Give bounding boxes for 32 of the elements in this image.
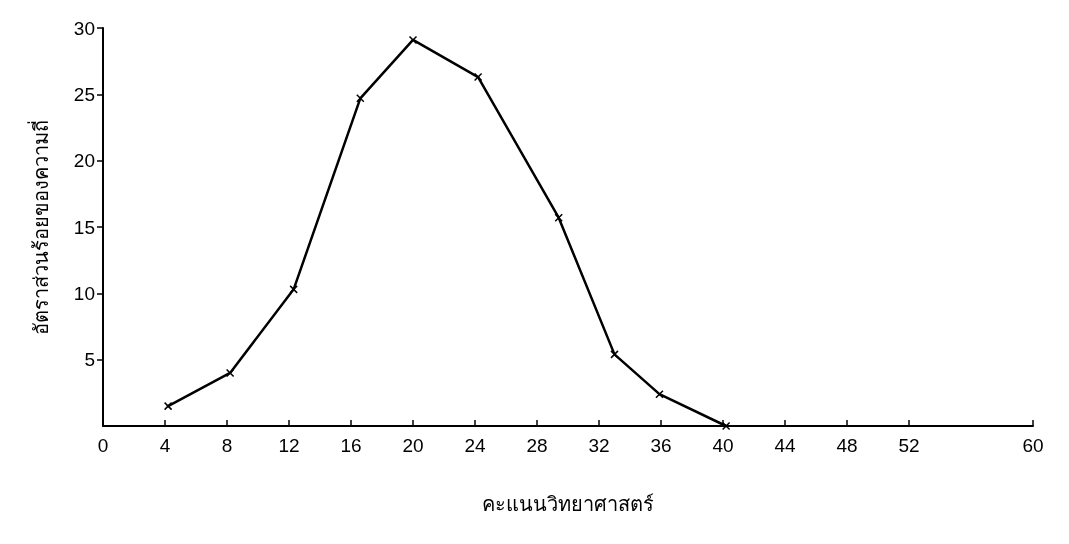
point — [554, 213, 563, 222]
x-tick-label: 0 — [97, 435, 109, 456]
point — [610, 350, 619, 359]
point — [289, 285, 298, 294]
x-axis-title: คะแนนวิทยาศาสตร์ — [482, 493, 654, 515]
y-tick-label: 25 — [73, 83, 95, 105]
x-tick-label: 40 — [712, 435, 734, 456]
x-tick-label: 8 — [221, 435, 233, 456]
y-tick-label: 5 — [84, 349, 95, 371]
y-axis-title: อัตราส่วนร้อยของความถี่ — [27, 119, 52, 335]
x-tick-label: 24 — [464, 435, 486, 456]
x-tick-label: 32 — [588, 435, 610, 456]
x-tick-label: 4 — [159, 435, 171, 456]
y-tick-label: 15 — [73, 216, 95, 238]
x-tick-label: 16 — [340, 435, 362, 456]
point — [655, 389, 664, 399]
x-tick-label: 52 — [898, 435, 920, 456]
x-tick-label: 48 — [836, 435, 858, 456]
point — [225, 368, 235, 378]
x-tick-label: 28 — [526, 435, 548, 456]
x-tick-label: 20 — [402, 435, 424, 456]
x-tick-label: 60 — [1022, 435, 1044, 456]
x-tick-label: 12 — [278, 435, 300, 456]
point — [408, 35, 418, 45]
y-tick-label: 10 — [73, 282, 95, 304]
y-tick-label: 30 — [73, 17, 95, 39]
point — [163, 401, 173, 411]
point — [356, 94, 365, 103]
point — [473, 72, 483, 82]
x-tick-label: 44 — [774, 435, 796, 456]
y-tick-label: 20 — [73, 150, 95, 172]
x-tick-label: 36 — [650, 435, 672, 456]
